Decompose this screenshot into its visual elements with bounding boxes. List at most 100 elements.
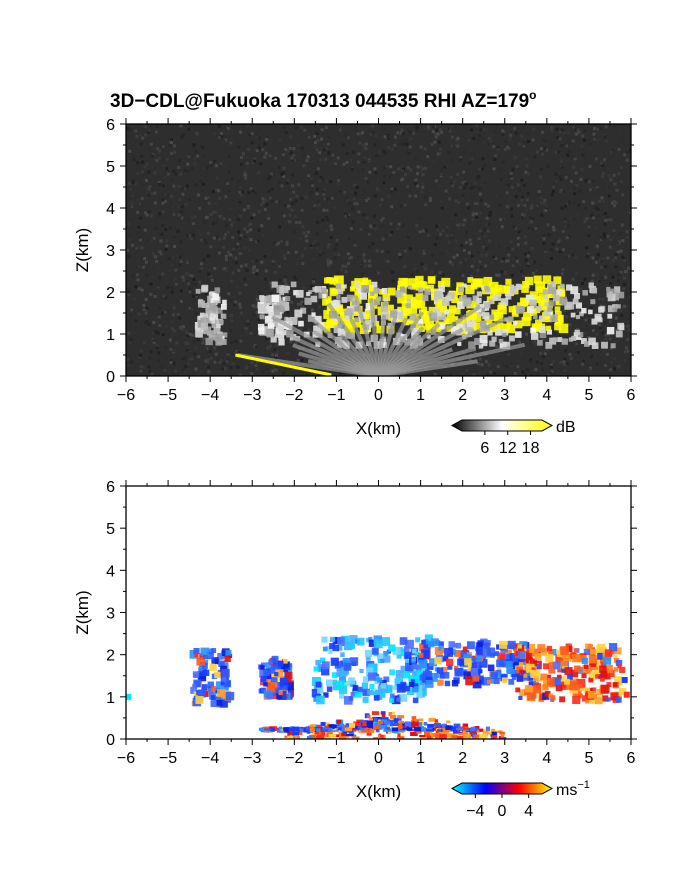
noise-speck [571, 125, 575, 129]
cloud-base-mixed-mark [423, 644, 428, 649]
noise-speck [322, 193, 326, 197]
noise-speck [473, 184, 477, 188]
cloud-base-receding-east-mark [548, 650, 553, 655]
noise-speck [606, 256, 610, 260]
noise-speck [478, 260, 482, 264]
noise-speck [374, 134, 378, 138]
noise-speck [563, 131, 567, 135]
noise-speck [227, 155, 231, 159]
noise-speck [230, 319, 234, 323]
noise-speck [329, 180, 333, 184]
boundary-layer-echo-mark [489, 340, 496, 347]
noise-speck [246, 204, 250, 208]
noise-speck [172, 313, 176, 317]
noise-speck [188, 332, 192, 336]
noise-speck [178, 255, 182, 259]
noise-speck [393, 143, 397, 147]
boundary-layer-echo-mark [337, 322, 344, 328]
noise-speck [139, 204, 143, 208]
noise-speck [286, 178, 290, 182]
noise-speck [535, 212, 539, 216]
noise-speck [131, 243, 135, 247]
noise-speck [454, 199, 458, 203]
noise-speck [197, 355, 201, 359]
noise-speck [426, 155, 430, 159]
noise-speck [286, 150, 290, 154]
noise-speck [525, 332, 529, 336]
noise-speck [248, 223, 252, 227]
cloud-base-echo-mark [329, 278, 336, 285]
noise-speck [336, 156, 340, 160]
noise-speck [527, 303, 531, 307]
noise-speck [217, 124, 221, 128]
noise-speck [234, 351, 238, 355]
noise-speck [539, 351, 543, 355]
noise-speck [473, 196, 477, 200]
noise-speck [176, 254, 180, 258]
noise-speck [414, 178, 418, 182]
noise-speck [148, 185, 152, 189]
boundary-layer-echo-mark [308, 290, 313, 295]
cloud-base-echo-mark [505, 278, 512, 285]
noise-speck [216, 189, 220, 193]
cloud-base-approaching-mark [411, 663, 418, 670]
boundary-layer-echo-mark [472, 295, 479, 302]
noise-speck [468, 357, 472, 361]
noise-speck [221, 367, 225, 371]
noise-speck [263, 254, 267, 258]
boundary-layer-echo-mark [529, 299, 537, 307]
noise-speck [128, 149, 132, 153]
noise-speck [614, 259, 618, 263]
noise-speck [212, 236, 216, 240]
noise-speck [237, 202, 241, 206]
noise-speck [244, 263, 248, 267]
noise-speck [349, 158, 353, 162]
boundary-layer-echo-mark [548, 284, 553, 289]
noise-speck [326, 261, 330, 265]
cloud-base-approaching-mark [357, 686, 363, 692]
noise-speck [567, 254, 571, 258]
noise-speck [131, 181, 135, 185]
cloud-base-receding-east-mark [518, 695, 523, 701]
noise-speck [271, 262, 275, 266]
cloud-base-receding-east-mark [584, 687, 591, 694]
noise-speck [486, 204, 490, 208]
noise-speck [140, 348, 144, 352]
noise-speck [410, 273, 414, 277]
noise-speck [149, 292, 153, 296]
noise-speck [414, 182, 418, 186]
noise-speck [471, 213, 475, 217]
noise-speck [447, 361, 451, 365]
noise-speck [605, 139, 609, 143]
near-ground-approaching-mark [399, 720, 405, 724]
noise-speck [168, 268, 172, 272]
noise-speck [192, 222, 196, 226]
noise-speck [327, 151, 331, 155]
noise-speck [552, 185, 556, 189]
near-ground-approaching-mark [461, 727, 469, 730]
y-axis-label: Z(km) [73, 590, 92, 634]
noise-speck [265, 214, 269, 218]
noise-speck [230, 272, 234, 276]
noise-speck [273, 367, 277, 371]
near-ground-approaching-mark [309, 727, 315, 733]
noise-speck [596, 253, 600, 257]
isolated-echo-west-mark [205, 311, 213, 319]
noise-speck [210, 163, 214, 167]
noise-speck [292, 275, 296, 279]
cloud-base-approaching-mark [377, 677, 383, 683]
noise-speck [295, 221, 299, 225]
cloud-base-mixed-mark [423, 650, 430, 657]
isolated-echo-west-mark [225, 649, 232, 656]
boundary-layer-echo-mark [457, 301, 465, 309]
noise-speck [313, 134, 317, 138]
noise-speck [607, 194, 611, 198]
boundary-layer-echo-mark [344, 332, 351, 339]
noise-speck [596, 273, 600, 277]
boundary-layer-echo-mark [479, 303, 487, 312]
noise-speck [169, 359, 173, 363]
near-ground-receding-mark [455, 734, 461, 737]
noise-speck [470, 275, 474, 279]
noise-speck [237, 210, 241, 214]
noise-speck [316, 167, 320, 171]
